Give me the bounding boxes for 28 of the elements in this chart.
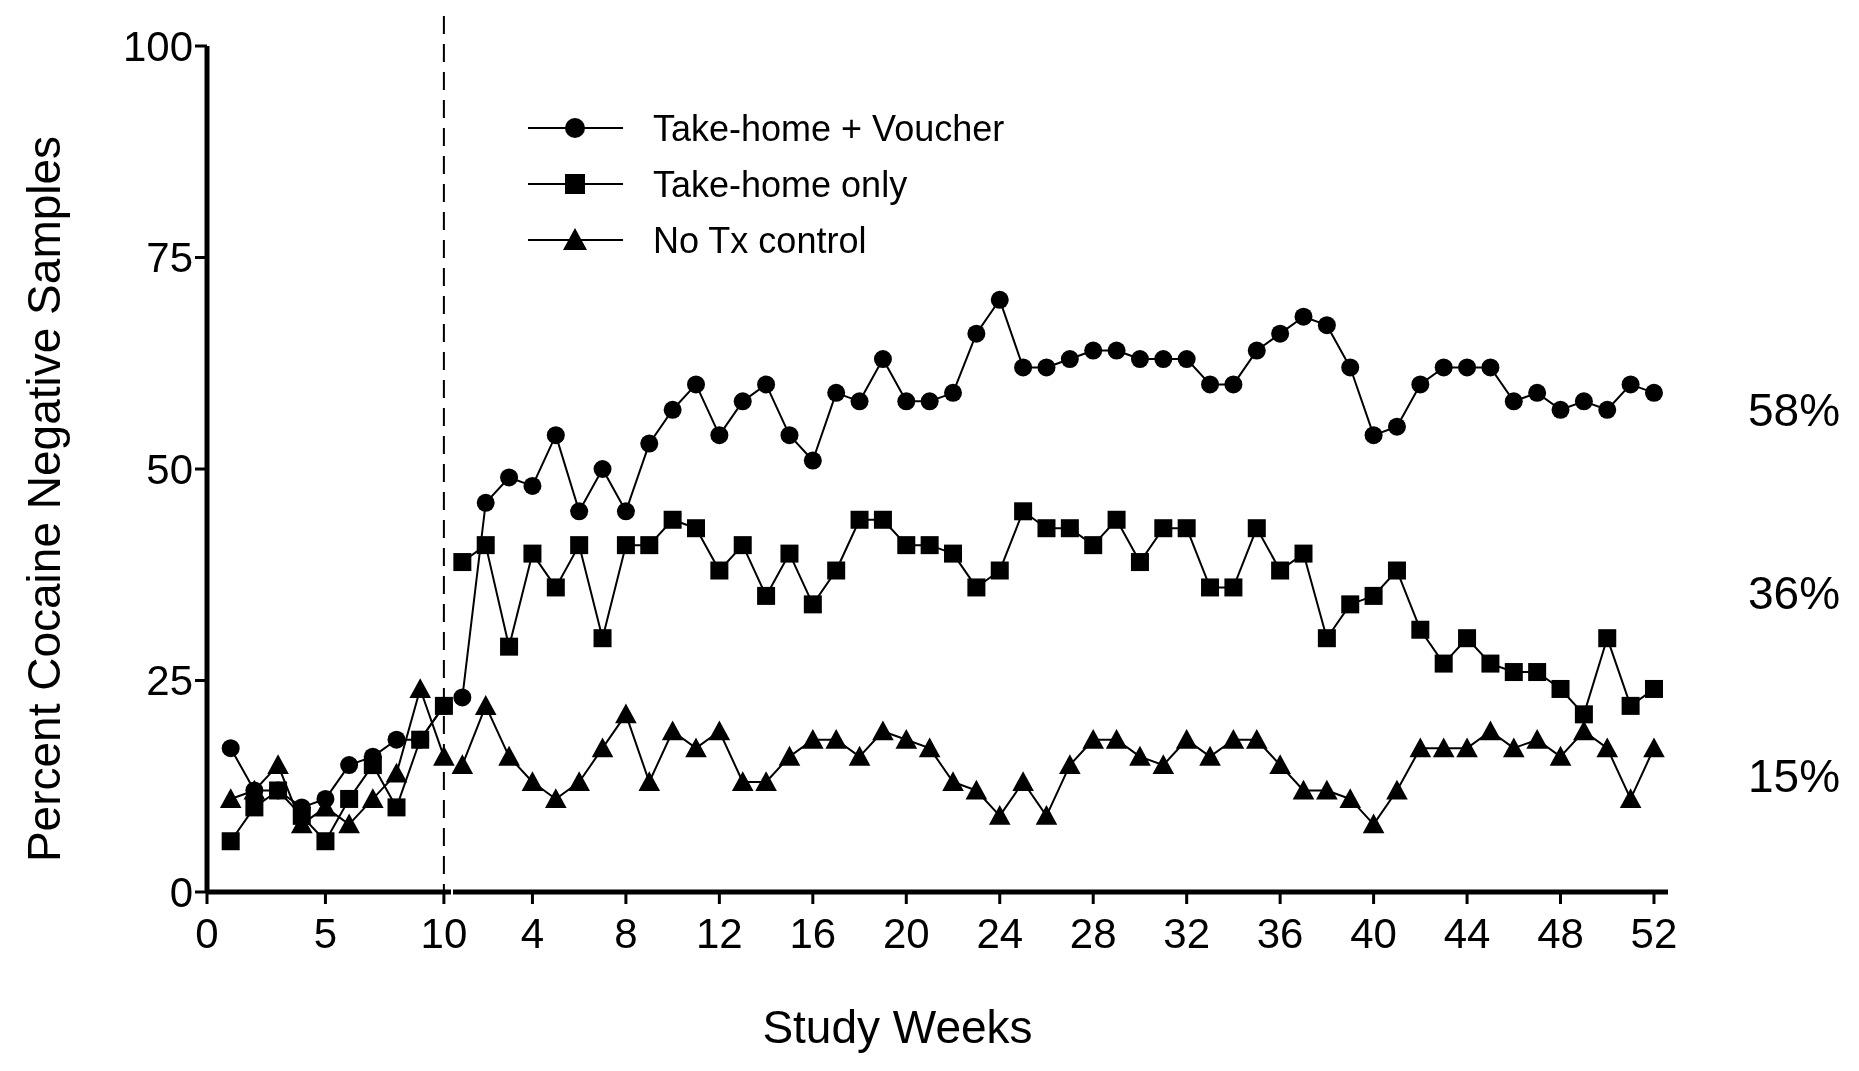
x-tick-label: 16 bbox=[789, 910, 837, 957]
y-tick-label: 75 bbox=[146, 234, 193, 282]
legend-label: No Tx control bbox=[653, 219, 867, 261]
x-axis-title: Study Weeks bbox=[762, 1001, 1033, 1053]
legend-label: Take-home + Voucher bbox=[653, 107, 1005, 149]
text: 58% bbox=[1748, 384, 1841, 437]
y-tick-label: 100 bbox=[122, 22, 193, 70]
x-tick-label: 5 bbox=[313, 910, 338, 957]
y-tick-label: 25 bbox=[146, 657, 193, 705]
x-tick-label: 8 bbox=[614, 910, 638, 957]
y-axis-title: Percent Cocaine Negative Samples bbox=[18, 135, 70, 863]
x-tick-label: 12 bbox=[696, 910, 743, 957]
x-tick-label: 4 bbox=[520, 910, 545, 957]
y-tick-label: 50 bbox=[146, 445, 193, 493]
x-tick-label: 40 bbox=[1350, 910, 1397, 957]
x-tick-label: 24 bbox=[976, 910, 1024, 957]
x-tick-label: 32 bbox=[1163, 910, 1211, 957]
x-tick-label: 20 bbox=[882, 910, 930, 957]
x-tick-label: 52 bbox=[1630, 910, 1678, 957]
x-tick-label: 10 bbox=[420, 910, 468, 957]
x-tick-label: 28 bbox=[1069, 910, 1117, 957]
y-tick-label: 0 bbox=[169, 868, 193, 916]
legend-label: Take-home only bbox=[653, 163, 908, 205]
x-tick-label: 48 bbox=[1537, 910, 1584, 957]
text: 15% bbox=[1748, 750, 1841, 803]
x-tick-label: 36 bbox=[1256, 910, 1304, 957]
text: 36% bbox=[1748, 567, 1841, 620]
x-tick-label: 44 bbox=[1443, 910, 1491, 957]
